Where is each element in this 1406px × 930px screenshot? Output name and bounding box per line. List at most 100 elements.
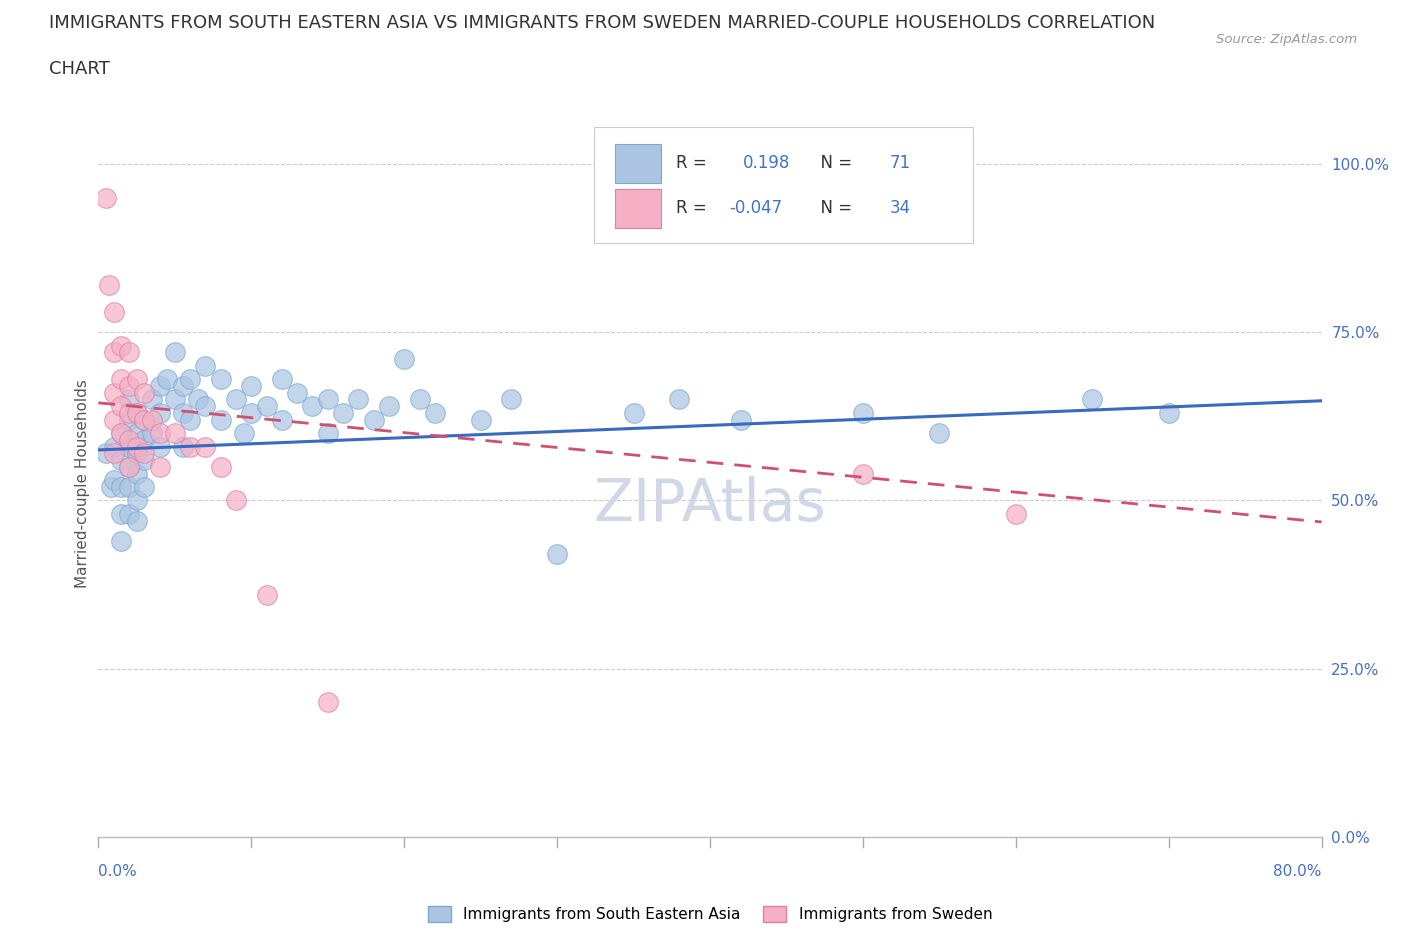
Point xyxy=(240,379,263,393)
Point xyxy=(125,513,148,528)
Point xyxy=(125,405,148,420)
Point xyxy=(141,426,163,441)
Point xyxy=(149,379,172,393)
Point xyxy=(134,412,156,427)
Point xyxy=(256,587,278,602)
Point xyxy=(103,412,125,427)
Point xyxy=(316,392,339,407)
Point xyxy=(149,439,172,454)
Point xyxy=(125,426,148,441)
Point xyxy=(623,405,645,420)
Point xyxy=(118,345,141,360)
Point xyxy=(149,405,172,420)
FancyBboxPatch shape xyxy=(614,189,661,228)
Point xyxy=(408,392,430,407)
Text: R =: R = xyxy=(676,154,717,172)
Text: 71: 71 xyxy=(890,154,911,172)
Point xyxy=(110,480,132,495)
Point xyxy=(378,399,401,414)
Point xyxy=(118,405,141,420)
Legend: Immigrants from South Eastern Asia, Immigrants from Sweden: Immigrants from South Eastern Asia, Immi… xyxy=(422,900,998,928)
Point xyxy=(668,392,690,407)
Point xyxy=(118,507,141,522)
Text: IMMIGRANTS FROM SOUTH EASTERN ASIA VS IMMIGRANTS FROM SWEDEN MARRIED-COUPLE HOUS: IMMIGRANTS FROM SOUTH EASTERN ASIA VS IM… xyxy=(49,14,1156,32)
Text: CHART: CHART xyxy=(49,60,110,78)
Point xyxy=(125,405,148,420)
Text: ZIPAtlas: ZIPAtlas xyxy=(593,476,827,533)
Point xyxy=(134,480,156,495)
Point xyxy=(1081,392,1104,407)
Point xyxy=(100,480,122,495)
Point xyxy=(316,695,339,710)
Point xyxy=(1157,405,1180,420)
Point xyxy=(852,405,875,420)
Point xyxy=(172,405,194,420)
Point xyxy=(301,399,323,414)
Point xyxy=(225,392,247,407)
Point xyxy=(134,385,156,400)
Point xyxy=(270,412,292,427)
Point xyxy=(470,412,492,427)
Point xyxy=(110,399,132,414)
Point xyxy=(172,379,194,393)
Point xyxy=(110,507,132,522)
Point xyxy=(730,412,752,427)
Point xyxy=(110,453,132,468)
Point xyxy=(852,466,875,481)
Point xyxy=(118,392,141,407)
Point xyxy=(209,459,232,474)
Point xyxy=(134,445,156,460)
Point xyxy=(194,439,217,454)
Y-axis label: Married-couple Households: Married-couple Households xyxy=(75,379,90,588)
Point xyxy=(110,534,132,549)
Point xyxy=(103,385,125,400)
Point xyxy=(225,493,247,508)
Point xyxy=(179,439,201,454)
Point xyxy=(285,385,308,400)
Point xyxy=(423,405,446,420)
Point xyxy=(141,392,163,407)
Point xyxy=(110,426,132,441)
Text: R =: R = xyxy=(676,199,711,217)
Text: -0.047: -0.047 xyxy=(730,199,783,217)
FancyBboxPatch shape xyxy=(593,126,973,244)
Point xyxy=(149,459,172,474)
Point xyxy=(141,412,163,427)
Point xyxy=(332,405,354,420)
Point xyxy=(363,412,385,427)
Point xyxy=(118,379,141,393)
Point xyxy=(118,412,141,427)
Text: 80.0%: 80.0% xyxy=(1274,864,1322,879)
Text: N =: N = xyxy=(810,154,858,172)
Point xyxy=(125,445,148,460)
Point xyxy=(179,372,201,387)
Point xyxy=(1004,507,1026,522)
Point xyxy=(103,472,125,487)
Point xyxy=(110,372,132,387)
Point xyxy=(134,453,156,468)
Point xyxy=(103,439,125,454)
Point xyxy=(209,372,232,387)
Text: 34: 34 xyxy=(890,199,911,217)
Point xyxy=(134,432,156,447)
Point xyxy=(118,439,141,454)
Point xyxy=(94,445,117,460)
Point xyxy=(194,358,217,373)
Point xyxy=(103,304,125,319)
Point xyxy=(110,426,132,441)
Point xyxy=(118,432,141,447)
Point xyxy=(94,190,117,205)
Point xyxy=(546,547,568,562)
Point xyxy=(501,392,523,407)
Point xyxy=(125,466,148,481)
Text: 0.198: 0.198 xyxy=(742,154,790,172)
Point xyxy=(270,372,292,387)
Point xyxy=(125,439,148,454)
Point xyxy=(103,345,125,360)
Point xyxy=(256,399,278,414)
Point xyxy=(118,459,141,474)
Point xyxy=(134,412,156,427)
Point xyxy=(316,426,339,441)
Point xyxy=(347,392,370,407)
Point xyxy=(392,352,416,366)
